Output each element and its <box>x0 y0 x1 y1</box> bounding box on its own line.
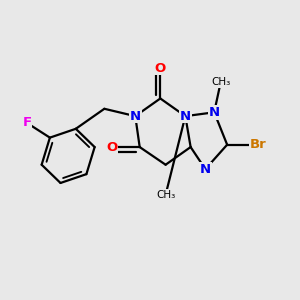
Text: F: F <box>22 116 32 129</box>
Text: N: N <box>200 163 211 176</box>
Text: N: N <box>130 110 141 123</box>
Text: O: O <box>155 61 166 75</box>
Text: N: N <box>180 110 191 123</box>
Text: N: N <box>208 106 220 119</box>
Text: CH₃: CH₃ <box>156 190 175 200</box>
Text: O: O <box>106 141 117 154</box>
Text: CH₃: CH₃ <box>211 77 230 87</box>
Text: Br: Br <box>250 138 267 151</box>
